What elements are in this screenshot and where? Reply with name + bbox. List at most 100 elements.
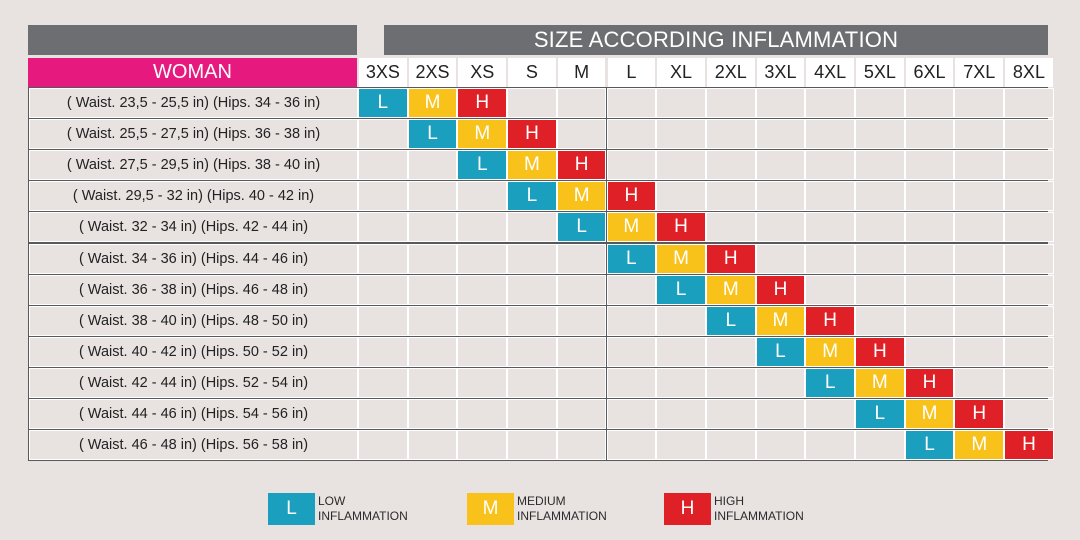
empty-cell	[1004, 181, 1054, 212]
cell-l-xs: L	[457, 150, 508, 181]
empty-cell	[954, 305, 1005, 336]
empty-cell	[358, 243, 408, 274]
empty-cell	[656, 119, 706, 150]
empty-cell	[457, 430, 508, 461]
row-label: ( Waist. 25,5 - 27,5 in) (Hips. 36 - 38 …	[29, 119, 358, 150]
empty-cell	[556, 367, 607, 398]
empty-cell	[407, 243, 458, 274]
size-header-8xl: 8XL	[1005, 58, 1053, 87]
empty-cell	[656, 336, 706, 367]
empty-cell	[457, 367, 508, 398]
empty-cell	[954, 274, 1005, 305]
empty-cell	[805, 212, 855, 243]
empty-cell	[556, 88, 607, 119]
row-label: ( Waist. 44 - 46 in) (Hips. 54 - 56 in)	[29, 399, 358, 430]
empty-cell	[855, 88, 905, 119]
empty-cell	[457, 336, 508, 367]
empty-cell	[606, 119, 657, 150]
empty-cell	[904, 150, 955, 181]
row-label: ( Waist. 42 - 44 in) (Hips. 52 - 54 in)	[29, 367, 358, 398]
size-header-3xs: 3XS	[359, 58, 407, 87]
legend-low-label: LOW INFLAMMATION	[318, 494, 438, 524]
empty-cell	[457, 305, 508, 336]
empty-cell	[358, 181, 408, 212]
empty-cell	[358, 336, 408, 367]
cell-h-2xl: H	[705, 243, 756, 274]
empty-cell	[407, 336, 458, 367]
empty-cell	[656, 430, 706, 461]
empty-cell	[755, 430, 806, 461]
empty-cell	[507, 399, 557, 430]
empty-cell	[954, 150, 1005, 181]
empty-cell	[705, 399, 756, 430]
empty-cell	[358, 119, 408, 150]
legend-high-line2: INFLAMMATION	[714, 509, 804, 523]
empty-cell	[1004, 305, 1054, 336]
empty-cell	[656, 305, 706, 336]
cell-l-s: L	[507, 181, 557, 212]
empty-cell	[606, 274, 657, 305]
cell-h-5xl: H	[855, 336, 905, 367]
empty-cell	[358, 150, 408, 181]
cell-h-xl: H	[656, 212, 706, 243]
empty-cell	[407, 150, 458, 181]
empty-cell	[358, 430, 408, 461]
empty-cell	[855, 119, 905, 150]
empty-cell	[457, 243, 508, 274]
cell-m-7xl: M	[954, 430, 1005, 461]
empty-cell	[656, 367, 706, 398]
empty-cell	[1004, 88, 1054, 119]
empty-cell	[805, 430, 855, 461]
cell-l-2xl: L	[705, 305, 756, 336]
legend-medium-line2: INFLAMMATION	[517, 509, 607, 523]
empty-cell	[954, 181, 1005, 212]
empty-cell	[904, 336, 955, 367]
empty-cell	[755, 212, 806, 243]
empty-cell	[507, 274, 557, 305]
empty-cell	[507, 212, 557, 243]
cell-m-xs: M	[457, 119, 508, 150]
empty-cell	[1004, 212, 1054, 243]
empty-cell	[855, 181, 905, 212]
empty-cell	[805, 150, 855, 181]
cell-h-s: H	[507, 119, 557, 150]
empty-cell	[507, 305, 557, 336]
empty-cell	[507, 367, 557, 398]
cell-m-4xl: M	[805, 336, 855, 367]
empty-cell	[855, 243, 905, 274]
row-label: ( Waist. 36 - 38 in) (Hips. 46 - 48 in)	[29, 274, 358, 305]
empty-cell	[954, 119, 1005, 150]
cell-l-2xs: L	[407, 119, 458, 150]
empty-cell	[755, 150, 806, 181]
row-label: ( Waist. 34 - 36 in) (Hips. 44 - 46 in)	[29, 243, 358, 274]
cell-h-m: H	[556, 150, 607, 181]
cell-m-m: M	[556, 181, 607, 212]
empty-cell	[457, 212, 508, 243]
empty-cell	[407, 430, 458, 461]
empty-cell	[507, 430, 557, 461]
legend-high-line1: HIGH	[714, 494, 744, 508]
legend-low-line1: LOW	[318, 494, 346, 508]
empty-cell	[457, 399, 508, 430]
empty-cell	[954, 367, 1005, 398]
size-header-6xl: 6XL	[905, 58, 954, 87]
empty-cell	[805, 243, 855, 274]
empty-cell	[705, 336, 756, 367]
legend-medium-label: MEDIUM INFLAMMATION	[517, 494, 637, 524]
cell-l-l: L	[606, 243, 657, 274]
empty-cell	[705, 88, 756, 119]
cell-l-6xl: L	[904, 430, 955, 461]
size-header-4xl: 4XL	[806, 58, 854, 87]
empty-cell	[954, 336, 1005, 367]
empty-cell	[954, 212, 1005, 243]
empty-cell	[556, 243, 607, 274]
empty-cell	[755, 399, 806, 430]
empty-cell	[606, 399, 657, 430]
empty-cell	[656, 181, 706, 212]
row-label: ( Waist. 46 - 48 in) (Hips. 56 - 58 in)	[29, 430, 358, 461]
legend-medium-line1: MEDIUM	[517, 494, 566, 508]
cell-m-xl: M	[656, 243, 706, 274]
empty-cell	[904, 119, 955, 150]
empty-cell	[805, 399, 855, 430]
empty-cell	[855, 274, 905, 305]
